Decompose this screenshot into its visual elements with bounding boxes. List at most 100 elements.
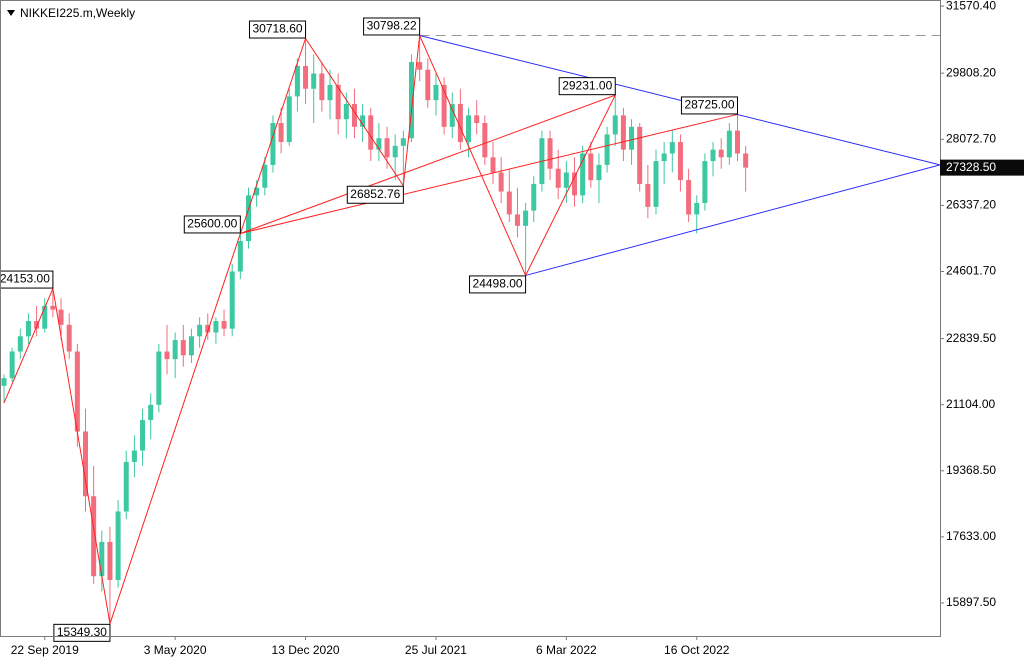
candle-body [653,161,659,207]
menu-arrow[interactable] [7,10,15,16]
candle-body [351,103,357,127]
candle-body [360,115,366,127]
candle-body [286,96,292,143]
candle-body [221,321,227,329]
candle-body [743,153,749,168]
pivot-label-text: 15349.30 [57,625,107,639]
y-tick-label: 19368.50 [946,463,996,477]
x-tick-label: 25 Jul 2021 [405,643,467,657]
candle-body [514,214,520,226]
y-tick-label: 22839.50 [946,331,996,345]
candle-body [83,431,88,497]
pivot-label: 25600.00 [183,215,241,234]
y-tick-label: 29808.20 [946,65,996,79]
zigzag-line [3,33,738,624]
candle-body [498,172,504,192]
candle-body [466,115,472,143]
candle-body [17,336,23,352]
candle-body [50,305,56,310]
candle-body [294,65,300,97]
candle-body [107,541,113,581]
x-tick-label: 22 Sep 2019 [11,643,79,657]
lower-trendline [525,164,941,276]
candle-body [229,271,235,329]
candle-body [392,145,398,158]
candle-body [335,84,341,120]
candle-body [604,134,610,165]
pivot-label-text: 24498.00 [473,277,523,291]
candle-body [343,103,349,120]
x-tick-label: 6 Mar 2022 [536,643,597,657]
candle-body [9,351,15,379]
candle-body [629,126,635,150]
pivot-label-text: 26852.76 [350,187,400,201]
candle-body [718,149,724,158]
pivot-label-box [680,96,738,115]
pivot-label: 24498.00 [469,275,527,294]
candle-body [588,153,594,181]
candle-body [563,172,569,188]
candle-body [474,115,480,124]
candle-body [368,115,374,150]
candle-body [270,123,276,165]
pivot-label-box [53,623,111,642]
pivot-label-text: 30718.60 [252,22,302,36]
y-tick-label: 21104.00 [946,397,995,411]
pivot-label-text: 29231.00 [562,78,612,92]
candle-body [123,461,129,512]
candle-body [686,180,692,215]
candle-body [131,450,137,462]
candle-body [384,138,390,158]
candle-body [409,62,414,139]
candle-body [506,191,512,215]
y-tick-label: 28072.70 [946,131,996,145]
y-tick-label: 15897.50 [946,595,996,609]
pivot-label: 29231.00 [558,77,616,96]
candle-body [490,157,496,173]
candle-body [66,324,72,352]
last-price-label: 27328.50 [946,160,996,174]
pivot-label: 28725.00 [680,96,738,115]
candle-body [531,183,537,211]
candle-body [246,195,251,242]
pivot-label-text: 25600.00 [187,217,237,231]
candle-body [237,241,243,272]
candle-body [669,142,675,154]
pivot-label: 24153.00 [0,270,54,289]
candle-body [311,73,317,89]
candle-body [580,153,586,196]
candle-body [637,126,643,184]
x-tick-label: 16 Oct 2022 [664,643,730,657]
pivot-label-box [558,77,616,96]
candle-body [661,153,667,162]
candle-body [710,149,716,162]
chart-title: NIKKEI225.m,Weekly [20,6,135,20]
candle-body [254,187,260,196]
plot-border [0,0,941,637]
plot-area: 24153.00 15349.30 30718.60 26852.76 30798.22… [0,17,941,642]
candle-body [91,496,97,577]
y-tick-label: 26337.20 [946,198,996,212]
candle-body [425,69,431,101]
candle-body [1,378,7,386]
candle-body [34,321,40,329]
pivot-label: 15349.30 [53,623,111,642]
candle-body [726,130,732,158]
candle-body [417,62,423,70]
candle-body [197,324,203,337]
candle-body [74,351,80,432]
candle-body [278,123,284,143]
candle-body [205,324,211,333]
pivot-label-box [469,275,527,294]
candle-body [25,321,31,337]
candle-body [42,305,48,329]
candle-body [400,138,406,146]
candle-body [694,202,700,215]
pivot-label-box [183,215,241,234]
candle-body [140,420,146,451]
candle-body [702,161,708,203]
candle-body [164,351,170,360]
candle-body [148,404,154,421]
candle-body [677,142,683,181]
